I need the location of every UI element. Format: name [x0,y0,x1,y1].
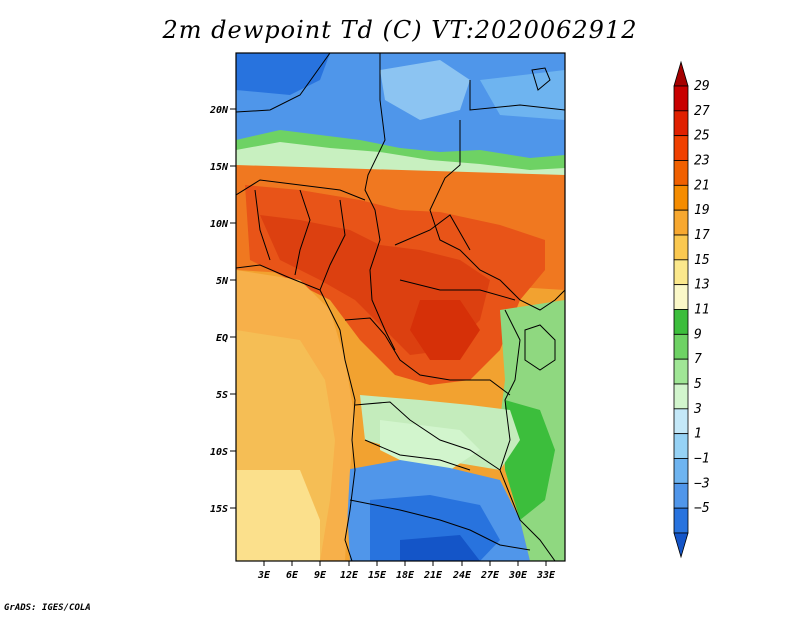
colorbar-label: 5 [694,377,702,392]
colorbar-segment [673,408,689,435]
lon-axis: 3E 6E 9E 12E 15E 18E 21E 24E 27E 30E 33E [257,561,556,581]
colorbar-label: 13 [694,278,710,293]
colorbar-label: 27 [694,104,710,119]
colorbar-label: −1 [694,452,710,467]
colorbar-segment [673,184,689,211]
colorbar-label: −5 [694,501,710,516]
colorbar-label: 3 [693,402,702,417]
lon-tick: 18E [396,570,415,581]
lon-tick: 27E [480,570,500,581]
lat-tick: EQ [216,333,228,344]
colorbar-label: 7 [694,352,702,367]
lon-tick: 33E [536,570,556,581]
lon-tick: 30E [508,570,528,581]
dewpoint-field [236,53,565,561]
colorbar-segment [673,135,689,161]
colorbar-label: 19 [694,203,710,218]
lon-tick: 12E [340,570,359,581]
colorbar-segment [673,383,689,410]
lat-tick: 20N [209,105,229,116]
lon-tick: 15E [368,570,387,581]
colorbar: 29 27 25 23 21 19 17 15 13 11 9 7 5 3 1 −1 −3 −5 [673,60,710,559]
colorbar-label: 1 [694,427,702,442]
colorbar-segment [673,309,689,335]
colorbar-label: 21 [694,178,710,193]
colorbar-segment [673,284,689,310]
lat-axis: 20N 15N 10N 5N EQ 5S 10S 15S [209,105,236,515]
map-title: 2m dewpoint Td (C) VT:2020062912 [162,16,638,44]
colorbar-segment [673,532,689,559]
colorbar-label: 29 [694,79,710,94]
lon-tick: 9E [314,570,327,581]
lat-tick: 10S [210,447,228,458]
colorbar-segment [673,482,689,509]
borders [236,53,565,561]
colorbar-label: 15 [694,253,710,268]
colorbar-segment [673,209,689,236]
lat-tick: 10N [210,219,229,230]
colorbar-label: −3 [694,476,710,491]
colorbar-label: 23 [694,154,710,169]
colorbar-segment [673,259,689,286]
colorbar-segment [673,433,689,459]
lon-tick: 3E [257,570,271,581]
lon-tick: 6E [286,570,299,581]
colorbar-label: 17 [694,228,710,243]
lon-tick: 21E [423,570,443,581]
colorbar-segment [673,507,689,534]
colorbar-label: 11 [694,303,710,318]
colorbar-segment [673,234,689,261]
grads-credit: GrADS: IGES/COLA [4,603,91,613]
colorbar-segment [673,160,689,186]
lat-tick: 5N [216,276,229,287]
colorbar-segment [673,358,689,385]
colorbar-segment [673,110,689,137]
lat-tick: 15N [210,162,229,173]
lat-tick: 5S [216,390,228,401]
map-frame [235,52,566,562]
colorbar-label: 9 [694,327,702,342]
lat-tick: 15S [210,504,228,515]
lon-tick: 24E [452,570,472,581]
colorbar-segment [673,458,689,484]
colorbar-segment [673,60,689,87]
colorbar-segment [673,85,689,112]
colorbar-segment [673,333,689,360]
colorbar-label: 25 [694,129,710,144]
